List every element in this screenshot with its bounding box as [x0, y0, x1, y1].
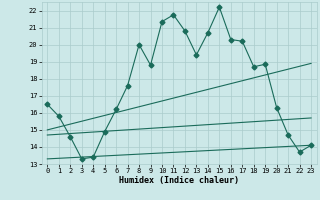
X-axis label: Humidex (Indice chaleur): Humidex (Indice chaleur) [119, 176, 239, 185]
